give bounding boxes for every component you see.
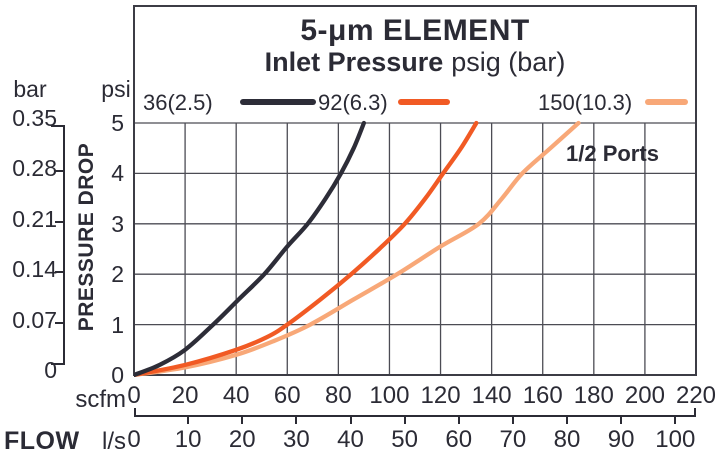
bar-tick-label: 0.14 bbox=[12, 256, 57, 283]
subtitle-bold: Inlet Pressure bbox=[264, 47, 444, 77]
ls-axis-cap-left bbox=[134, 408, 136, 417]
subtitle-units: psig (bar) bbox=[451, 47, 566, 77]
legend-swatch-150(10.3) bbox=[645, 99, 688, 105]
scfm-unit-label: scfm bbox=[75, 386, 126, 413]
scfm-tick-label: 20 bbox=[171, 382, 199, 409]
bar-bracket-cap-top bbox=[51, 125, 64, 127]
psi-unit-label: psi bbox=[101, 76, 131, 102]
bar-unit-label: bar bbox=[13, 76, 47, 102]
ls-axis-tick bbox=[457, 417, 460, 424]
ls-tick-label: 60 bbox=[445, 426, 473, 453]
legend-swatch-92(6.3) bbox=[398, 99, 450, 105]
x-axis-title: FLOW bbox=[4, 427, 80, 455]
ls-tick-label: 70 bbox=[499, 426, 527, 453]
ls-tick-label: 10 bbox=[174, 426, 202, 453]
scfm-tick-label: 220 bbox=[675, 382, 717, 409]
ls-axis-tick bbox=[187, 417, 190, 424]
psi-tick-label: 0 bbox=[111, 362, 124, 388]
ls-axis-cap-right bbox=[694, 408, 696, 417]
ls-axis-rule bbox=[134, 415, 696, 417]
curve-150(10.3) bbox=[134, 120, 581, 377]
psi-tick-label: 2 bbox=[111, 261, 124, 288]
bar-bracket-tick bbox=[55, 271, 64, 274]
curve-36(2.5) bbox=[134, 120, 367, 377]
ls-tick-label: 100 bbox=[655, 426, 696, 453]
ls-axis-tick bbox=[511, 417, 514, 424]
bar-bracket-tick bbox=[55, 170, 64, 173]
legend-swatch-36(2.5) bbox=[240, 99, 316, 105]
psi-tick-label: 1 bbox=[111, 311, 124, 338]
scfm-tick-label: 0 bbox=[127, 382, 141, 409]
legend-label-36(2.5): 36(2.5) bbox=[143, 90, 213, 115]
ls-axis-tick bbox=[295, 417, 298, 424]
plot-area bbox=[133, 5, 697, 377]
bar-bracket-cap-bottom bbox=[51, 363, 64, 365]
scfm-tick-label: 180 bbox=[573, 382, 614, 409]
bar-bracket-tick bbox=[55, 220, 64, 223]
bar-tick-label: 0.28 bbox=[12, 155, 57, 182]
scfm-tick-label: 120 bbox=[420, 382, 461, 409]
scfm-tick-label: 160 bbox=[522, 382, 563, 409]
scfm-tick-label: 80 bbox=[325, 382, 352, 409]
scfm-tick-label: 40 bbox=[222, 382, 250, 409]
psi-tick-label: 5 bbox=[111, 110, 124, 136]
ls-tick-label: 40 bbox=[337, 426, 364, 453]
bar-tick-label: 0.07 bbox=[12, 306, 57, 333]
y-axis-title: PRESSURE DROP bbox=[75, 142, 98, 332]
scfm-tick-label: 140 bbox=[471, 382, 512, 409]
psi-tick-label: 4 bbox=[111, 160, 124, 187]
ports-annotation: 1/2 Ports bbox=[566, 141, 659, 166]
ls-axis-tick bbox=[403, 417, 406, 424]
legend-label-150(10.3): 150(10.3) bbox=[538, 90, 633, 115]
scfm-tick-label: 60 bbox=[273, 382, 301, 409]
bar-tick-label: 0.35 bbox=[12, 105, 57, 131]
legend-label-92(6.3): 92(6.3) bbox=[318, 90, 388, 115]
bar-tick-label: 0 bbox=[44, 357, 57, 383]
ls-tick-label: 80 bbox=[553, 426, 581, 453]
ls-axis-tick bbox=[620, 417, 623, 424]
ls-tick-label: 20 bbox=[228, 426, 256, 453]
ls-tick-label: 30 bbox=[283, 426, 310, 453]
ls-axis-tick bbox=[349, 417, 352, 424]
ls-tick-label: 90 bbox=[607, 426, 635, 453]
chart-title: 5-μm ELEMENT bbox=[300, 14, 530, 47]
chart-subtitle: Inlet Pressure psig (bar) bbox=[134, 47, 696, 78]
scfm-tick-label: 200 bbox=[624, 382, 665, 409]
bar-bracket-rule bbox=[63, 125, 65, 365]
bar-bracket-tick bbox=[55, 321, 64, 324]
ls-axis-tick bbox=[674, 417, 677, 424]
scfm-tick-label: 100 bbox=[369, 382, 410, 409]
ls-tick-label: 50 bbox=[391, 426, 418, 453]
curve-92(6.3) bbox=[134, 120, 479, 377]
plot-border bbox=[133, 5, 697, 376]
ls-axis-tick bbox=[241, 417, 244, 424]
ls-axis-tick bbox=[566, 417, 569, 424]
ls-tick-label: 0 bbox=[127, 426, 141, 453]
psi-tick-label: 3 bbox=[111, 210, 124, 237]
bar-tick-label: 0.21 bbox=[12, 205, 57, 232]
ls-unit-label: l/s bbox=[102, 428, 126, 455]
